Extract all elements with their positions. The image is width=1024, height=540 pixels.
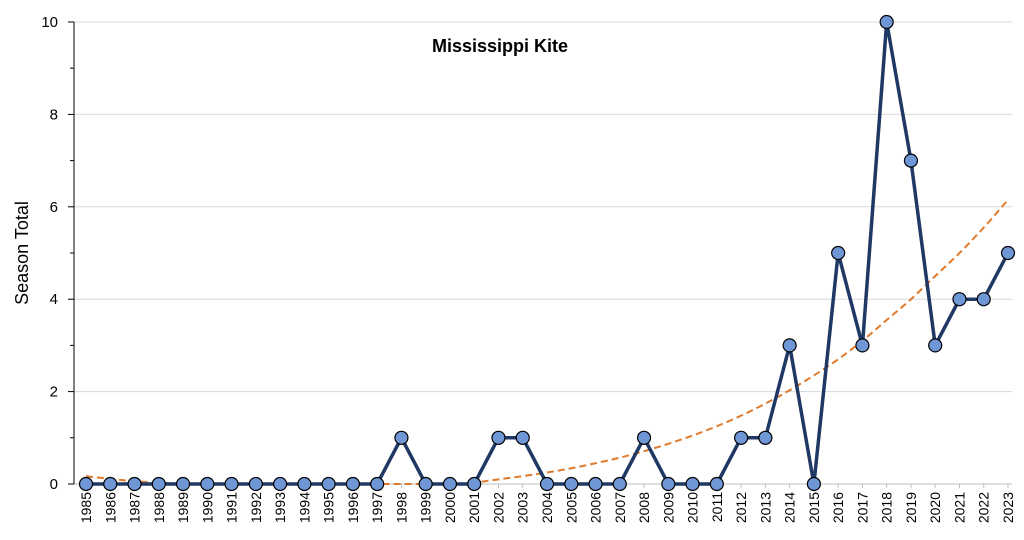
- data-point: [588, 476, 603, 492]
- x-tick-label: 1987: [127, 492, 143, 523]
- x-tick-label: 2019: [903, 492, 919, 523]
- x-tick-label: 2014: [782, 492, 798, 523]
- data-point: [175, 476, 191, 492]
- data-point: [1000, 245, 1016, 261]
- data-point: [782, 338, 797, 353]
- x-tick-label: 2015: [806, 492, 822, 523]
- data-point: [103, 476, 118, 492]
- x-tick-label: 1985: [78, 492, 94, 523]
- data-point: [612, 476, 627, 492]
- data-point: [248, 476, 263, 492]
- x-axis-ticks: 1985 1986 1987 1988 1989 1990 1991 1992 1993 1994…: [78, 484, 1016, 523]
- y-tick-label: 6: [50, 199, 58, 216]
- y-tick-label: 10: [41, 14, 58, 31]
- data-point: [831, 245, 846, 261]
- x-tick-label: 2011: [709, 492, 725, 522]
- x-tick-label: 2008: [636, 492, 652, 523]
- x-tick-label: 1996: [345, 492, 361, 523]
- data-point: [224, 476, 239, 492]
- data-point: [903, 153, 919, 168]
- series-line: [86, 20, 1010, 486]
- x-tick-label: 2009: [660, 492, 676, 523]
- y-axis-ticks: 0 2 4 6 8 10: [41, 14, 74, 493]
- x-tick-label: 2023: [1000, 492, 1016, 523]
- y-tick-label: 8: [50, 106, 58, 123]
- x-tick-label: 2003: [515, 492, 531, 523]
- x-tick-label: 1998: [393, 492, 409, 523]
- x-tick-label: 1995: [321, 492, 337, 523]
- data-point: [467, 476, 482, 492]
- x-tick-label: 2022: [976, 492, 992, 523]
- x-tick-label: 1993: [272, 492, 288, 523]
- data-point: [976, 292, 991, 307]
- x-tick-label: 2000: [442, 492, 458, 523]
- data-point: [855, 338, 870, 353]
- data-point: [321, 476, 336, 492]
- x-tick-label: 2020: [927, 492, 943, 523]
- y-tick-label: 4: [50, 291, 58, 308]
- x-tick-label: 2016: [830, 492, 846, 523]
- x-tick-label: 2004: [539, 492, 555, 523]
- x-tick-label: 1990: [199, 492, 215, 523]
- data-point: [515, 430, 530, 445]
- x-tick-label: 1997: [369, 492, 385, 523]
- x-tick-label: 2010: [685, 492, 701, 523]
- x-tick-label: 2017: [854, 492, 870, 523]
- x-tick-label: 2018: [879, 492, 895, 523]
- x-tick-label: 2006: [588, 492, 604, 523]
- gridlines: [74, 21, 1012, 393]
- data-point: [928, 338, 943, 353]
- x-tick-label: 1991: [224, 492, 240, 523]
- x-tick-label: 2002: [490, 492, 506, 523]
- y-tick-label: 0: [50, 476, 58, 493]
- x-tick-label: 1999: [418, 492, 434, 523]
- data-point: [491, 430, 506, 445]
- x-tick-label: 1994: [296, 492, 312, 523]
- y-axis-title: Season Total: [12, 201, 32, 305]
- x-tick-label: 2021: [951, 492, 967, 523]
- data-point: [734, 430, 749, 445]
- data-point: [418, 476, 433, 492]
- data-point: [806, 476, 821, 492]
- data-point: [345, 476, 360, 492]
- data-point: [952, 292, 967, 307]
- data-point: [879, 14, 894, 30]
- data-point: [200, 476, 215, 492]
- x-tick-label: 1992: [248, 492, 264, 523]
- data-point: [442, 476, 458, 492]
- x-tick-label: 2012: [733, 492, 749, 523]
- data-point: [297, 476, 312, 492]
- data-point: [685, 476, 700, 492]
- x-tick-label: 1986: [102, 492, 118, 523]
- x-tick-label: 1988: [151, 492, 167, 523]
- y-tick-label: 2: [50, 384, 58, 401]
- data-point: [78, 476, 94, 492]
- data-point: [127, 476, 142, 492]
- x-tick-label: 2013: [757, 492, 773, 523]
- data-point: [539, 476, 555, 492]
- x-tick-label: 2001: [466, 492, 482, 523]
- data-point: [636, 430, 652, 445]
- data-point: [661, 476, 676, 492]
- data-point: [273, 476, 288, 492]
- data-point: [370, 476, 385, 492]
- data-point: [151, 476, 166, 492]
- data-point: [758, 430, 773, 445]
- x-tick-label: 1989: [175, 492, 191, 523]
- data-point: [394, 430, 409, 445]
- data-point: [564, 476, 579, 492]
- trendline: [85, 199, 1009, 486]
- data-point: [709, 476, 724, 492]
- x-tick-label: 2007: [612, 492, 628, 523]
- chart-title: Mississippi Kite: [432, 36, 568, 56]
- data-points: [78, 14, 1016, 492]
- x-tick-label: 2005: [563, 492, 579, 523]
